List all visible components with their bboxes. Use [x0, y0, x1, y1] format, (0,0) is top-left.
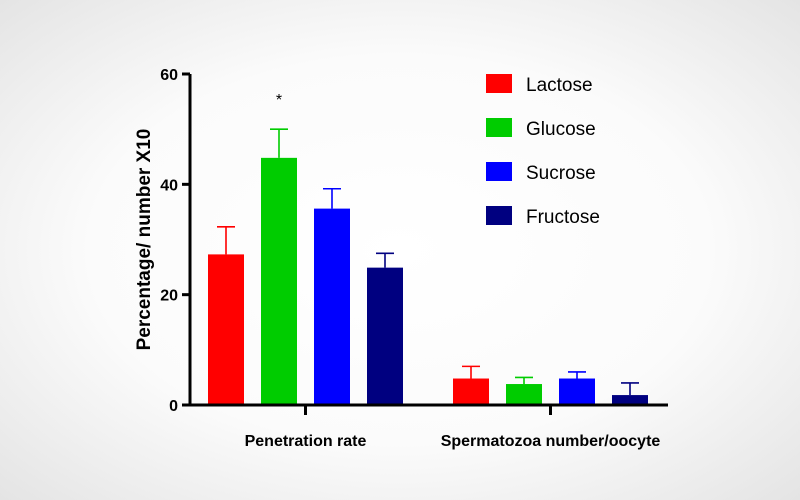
annotations-layer: *: [276, 92, 282, 109]
legend: Lactose Glucose Sucrose Fructose: [486, 74, 600, 228]
y-axis-label: Percentage/ number X10: [134, 129, 155, 351]
y-tick-label: 20: [160, 288, 178, 305]
bar-lactose: [208, 254, 244, 405]
bar-sucrose: [559, 378, 595, 405]
bars-layer: [208, 128, 648, 405]
significance-mark: *: [276, 92, 282, 109]
legend-swatch-glucose: [486, 118, 512, 137]
x-categories-layer: Penetration rate Spermatozoa number/oocyt…: [245, 405, 661, 450]
legend-label: Glucose: [526, 119, 596, 140]
bar-fructose: [367, 267, 403, 405]
y-tick-label: 60: [160, 67, 178, 84]
bar-glucose: [506, 384, 542, 405]
bar-sucrose: [314, 208, 350, 405]
bar-lactose: [453, 378, 489, 405]
x-category-label: Penetration rate: [245, 433, 367, 450]
legend-swatch-sucrose: [486, 162, 512, 181]
legend-swatch-fructose: [486, 206, 512, 225]
axes-layer: [188, 74, 668, 407]
y-tick-label: 40: [160, 177, 178, 194]
legend-label: Lactose: [526, 75, 593, 96]
y-ticks-layer: 0 20 40 60: [160, 67, 190, 415]
legend-label: Sucrose: [526, 163, 596, 184]
bar-glucose: [261, 157, 297, 405]
x-category-label: Spermatozoa number/oocyte: [441, 433, 661, 450]
legend-swatch-lactose: [486, 74, 512, 93]
legend-label: Fructose: [526, 207, 600, 228]
y-axis-label-group: Percentage/ number X10: [134, 129, 155, 351]
bar-fructose: [612, 395, 648, 405]
y-tick-label: 0: [169, 398, 178, 415]
